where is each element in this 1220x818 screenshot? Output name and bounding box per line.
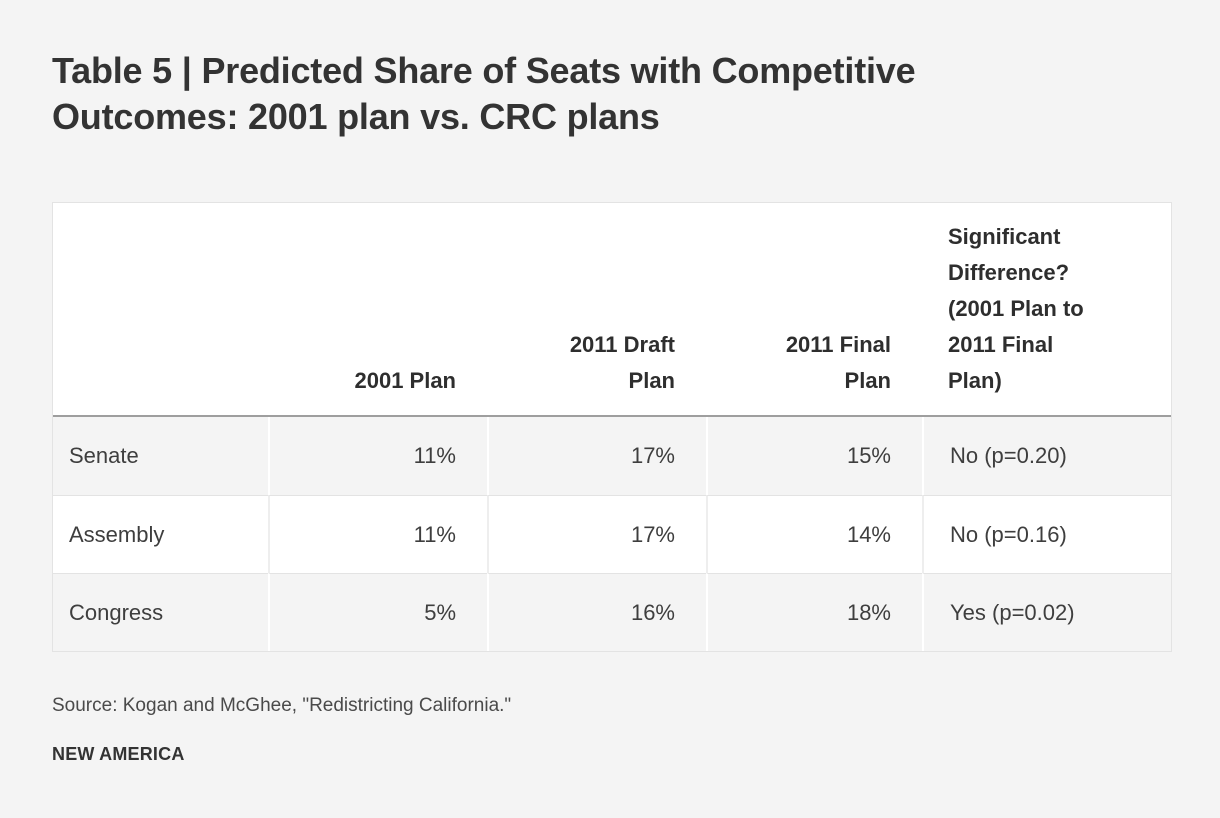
column-header-text: Significant Difference? (2001 Plan to 20… [948, 224, 1084, 393]
table-row-senate: Senate 11% 17% 15% No (p=0.20) [53, 417, 1171, 495]
cell-2011-final-plan: 15% [706, 417, 922, 495]
cell-2011-final-plan: 18% [706, 573, 922, 651]
brand-wordmark: NEW AMERICA [52, 744, 185, 764]
table-row-congress: Congress 5% 16% 18% Yes (p=0.02) [53, 573, 1171, 651]
column-header-2011-final-plan: 2011 Final Plan [706, 203, 922, 417]
source-note: Source: Kogan and McGhee, "Redistricting… [52, 695, 512, 716]
column-header-2011-draft-plan: 2011 Draft Plan [487, 203, 706, 417]
column-header-text: 2001 Plan [354, 368, 456, 393]
column-header-row-label [53, 203, 268, 417]
table-header-row: 2001 Plan 2011 Draft Plan 2011 Final Pla… [53, 203, 1171, 417]
cell-2011-draft-plan: 16% [487, 573, 706, 651]
data-table: 2001 Plan 2011 Draft Plan 2011 Final Pla… [52, 202, 1172, 652]
column-header-text: 2011 Draft Plan [569, 332, 675, 393]
column-header-significant-difference: Significant Difference? (2001 Plan to 20… [922, 203, 1171, 417]
column-header-text: 2011 Final Plan [785, 332, 891, 393]
column-header-2001-plan: 2001 Plan [268, 203, 487, 417]
row-label: Senate [53, 417, 268, 495]
cell-2011-draft-plan: 17% [487, 417, 706, 495]
cell-significant-difference: No (p=0.20) [922, 417, 1171, 495]
cell-2011-final-plan: 14% [706, 495, 922, 573]
cell-2001-plan: 11% [268, 417, 487, 495]
cell-2001-plan: 11% [268, 495, 487, 573]
cell-2011-draft-plan: 17% [487, 495, 706, 573]
row-label: Assembly [53, 495, 268, 573]
row-label: Congress [53, 573, 268, 651]
chart-title: Table 5 | Predicted Share of Seats with … [52, 50, 916, 137]
table-row-assembly: Assembly 11% 17% 14% No (p=0.16) [53, 495, 1171, 573]
cell-significant-difference: No (p=0.16) [922, 495, 1171, 573]
cell-2001-plan: 5% [268, 573, 487, 651]
chart-container: Table 5 | Predicted Share of Seats with … [52, 50, 1172, 764]
cell-significant-difference: Yes (p=0.02) [922, 573, 1171, 651]
